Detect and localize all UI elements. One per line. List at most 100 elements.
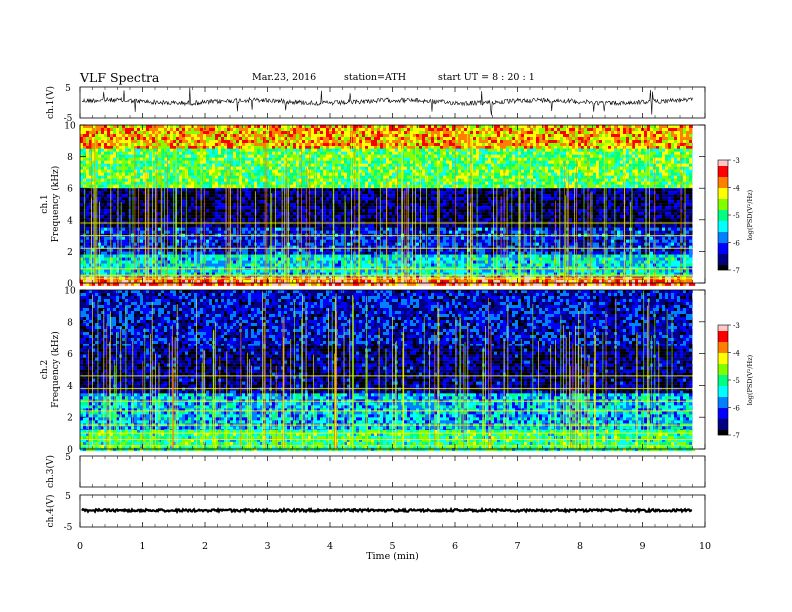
spectrogram-cell [263,125,266,128]
spectrogram-cell [533,161,536,164]
spectrogram-cell [416,149,419,152]
spectrogram-cell [632,179,635,182]
spectrogram-cell [278,155,281,158]
spectrogram-cell [248,173,251,176]
spectrogram-cell [80,131,83,134]
spectrogram-cell [302,164,305,167]
spectrogram-cell [101,179,104,182]
spectrogram-cell [329,128,332,131]
spectrogram-cell [374,131,377,134]
spectrogram-cell [656,182,659,185]
spectrogram-cell [512,185,515,188]
spectrogram-cell [422,173,425,176]
spectrogram-cell [638,134,641,137]
spectrogram-cell [236,152,239,155]
spectrogram-cell [641,164,644,167]
spectrogram-cell [191,164,194,167]
spectrogram-cell [635,179,638,182]
spectrogram-cell [386,173,389,176]
spectrogram-cell [563,140,566,143]
spectrogram-cell [311,155,314,158]
spectrogram-cell [443,173,446,176]
spectrogram-cell [290,158,293,161]
spectrogram-cell [188,137,191,140]
spectrogram-cell [443,179,446,182]
spectrogram-cell [194,167,197,170]
spectrogram-cell [485,152,488,155]
spectrogram-cell [398,137,401,140]
spectrogram-cell [140,170,143,173]
spectrogram-cell [311,182,314,185]
ch1-trace [82,88,692,116]
spectrogram-cell [566,137,569,140]
spectrogram-cell [491,158,494,161]
spectrogram-cell [689,137,692,140]
spectrogram-cell [584,143,587,146]
spectrogram-cell [428,149,431,152]
spectrogram-cell [311,173,314,176]
spectrogram-cell [158,155,161,158]
spectrogram-cell [572,155,575,158]
spectrogram-cell [605,149,608,152]
spectrogram-cell [179,140,182,143]
spectrogram-cell [179,158,182,161]
spectrogram-cell [524,173,527,176]
spectrogram-cell [209,155,212,158]
spectrogram-cell [530,143,533,146]
spectrogram-cell [428,152,431,155]
spectrogram-cell [140,179,143,182]
spectrogram-cell [377,185,380,188]
spectrogram-cell [203,140,206,143]
spectrogram-cell [464,149,467,152]
spectrogram-cell [113,152,116,155]
spectrogram-cell [317,149,320,152]
spectrogram-cell [287,155,290,158]
spectrogram-cell [344,176,347,179]
spectrogram-cell [461,155,464,158]
spectrogram-cell [389,143,392,146]
spectrogram-cell [680,134,683,137]
spectrogram-cell [635,128,638,131]
spectrogram-cell [554,167,557,170]
spectrogram-cell [461,182,464,185]
spectrogram-cell [110,125,113,128]
spectrogram-cell [569,161,572,164]
spectrogram-cell [668,131,671,134]
spectrogram-cell [674,134,677,137]
spectrogram-cell [233,179,236,182]
spectrogram-cell [626,149,629,152]
spectrogram-cell [470,140,473,143]
spectrogram-cell [482,155,485,158]
spectrogram-cell [425,125,428,128]
spectrogram-cell [473,143,476,146]
spectrogram-cell [674,143,677,146]
spectrogram-cell [224,185,227,188]
spectrogram-cell [551,137,554,140]
spectrogram-cell [461,125,464,128]
spectrogram-cell [260,125,263,128]
spectrogram-cell [194,176,197,179]
spectrogram-cell [218,158,221,161]
spectrogram-cell [626,173,629,176]
spectrogram-cell [209,182,212,185]
spectrogram-cell [434,167,437,170]
spectrogram-cell [332,140,335,143]
spectrogram-cell [197,185,200,188]
spectrogram-cell [272,182,275,185]
spectrogram-cell [101,125,104,128]
spectrogram-cell [128,173,131,176]
spectrogram-cell [218,137,221,140]
spectrogram-cell [209,131,212,134]
spectrogram-cell [470,161,473,164]
spectrogram-cell [248,140,251,143]
spectrogram-cell [551,140,554,143]
spectrogram-cell [344,149,347,152]
spectrogram-cell [506,134,509,137]
spectrogram-cell [506,143,509,146]
spectrogram-cell [659,158,662,161]
spectrogram-cell [416,179,419,182]
spectrogram-cell [632,170,635,173]
spectrogram-cell [281,167,284,170]
spectrogram-cell [530,137,533,140]
spectrogram-cell [398,170,401,173]
